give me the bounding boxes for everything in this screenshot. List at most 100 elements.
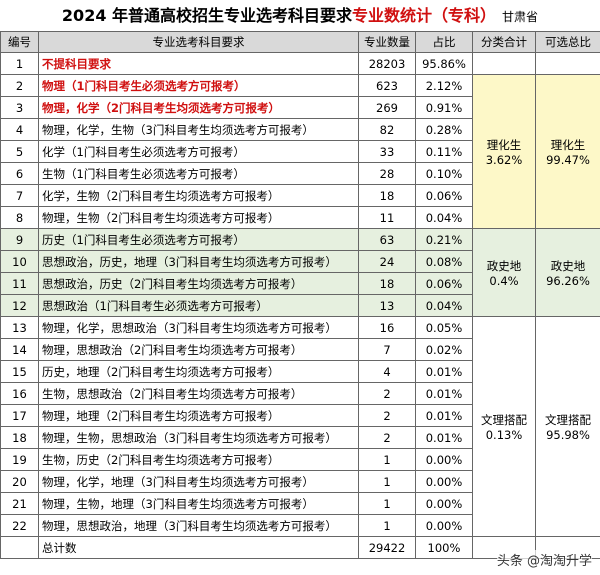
- watermark: 头条 @淘淘升学: [496, 550, 592, 569]
- percentage: 0.01%: [415, 426, 473, 449]
- group-subtotal-value: 3.62%: [485, 152, 523, 167]
- requirement: 物理，思想政治（2门科目考生均须选考方可报考）: [38, 338, 359, 361]
- table-row: 18 物理，生物，思想政治（3门科目考生均须选考方可报考） 2 0.01%: [0, 426, 600, 449]
- column-header: 可选总比: [535, 31, 600, 53]
- count: 18: [358, 272, 416, 295]
- count: 28: [358, 162, 416, 185]
- table-row: 1 不提科目要求 28203 95.86%: [0, 52, 600, 75]
- table-row: 8 物理，生物（2门科目考生均须选考方可报考） 11 0.04%: [0, 206, 600, 229]
- group-name: 政史地: [486, 258, 522, 273]
- count: 2: [358, 382, 416, 405]
- table-row: 12 思想政治（1门科目考生必须选考方可报考） 13 0.04%: [0, 294, 600, 317]
- empty-cell: [535, 52, 600, 75]
- title: 2024 年普通高校招生专业选考科目要求: [61, 6, 353, 25]
- row-number: 9: [0, 228, 39, 251]
- total-count: 29422: [358, 536, 416, 559]
- group-overall-name: 理化生: [550, 137, 586, 152]
- group-overall-value: 96.26%: [546, 273, 590, 288]
- count: 4: [358, 360, 416, 383]
- requirement: 物理，思想政治，地理（3门科目考生均须选考方可报考）: [38, 514, 359, 537]
- requirement: 思想政治，历史，地理（3门科目考生均须选考方可报考）: [38, 250, 359, 273]
- column-header: 占比: [415, 31, 473, 53]
- requirement: 思想政治（1门科目考生必须选考方可报考）: [38, 294, 359, 317]
- percentage: 95.86%: [415, 52, 473, 75]
- group-name: 文理搭配: [481, 412, 527, 427]
- title-bar: 2024 年普通高校招生专业选考科目要求专业数统计（专科） 甘肃省: [0, 0, 600, 31]
- table-row: 21 物理，生物，地理（3门科目考生均须选考方可报考） 1 0.00%: [0, 492, 600, 515]
- title-highlight: 专业数统计（专科）: [352, 6, 497, 25]
- row-number: 13: [0, 316, 39, 339]
- column-header: 分类合计: [472, 31, 536, 53]
- row-number: 7: [0, 184, 39, 207]
- percentage: 0.08%: [415, 250, 473, 273]
- row-number: 1: [0, 52, 39, 75]
- row-number: 12: [0, 294, 39, 317]
- percentage: 0.04%: [415, 294, 473, 317]
- requirement: 生物（1门科目考生必须选考方可报考）: [38, 162, 359, 185]
- percentage: 0.10%: [415, 162, 473, 185]
- row-number: 17: [0, 404, 39, 427]
- row-number: 16: [0, 382, 39, 405]
- table-row: 15 历史，地理（2门科目考生均须选考方可报考） 4 0.01%: [0, 360, 600, 383]
- count: 2: [358, 404, 416, 427]
- table-row: 11 思想政治，历史（2门科目考生均须选考方可报考） 18 0.06%: [0, 272, 600, 295]
- requirement: 思想政治，历史（2门科目考生均须选考方可报考）: [38, 272, 359, 295]
- count: 1: [358, 448, 416, 471]
- group-overall-value: 95.98%: [546, 427, 590, 442]
- percentage: 0.06%: [415, 184, 473, 207]
- percentage: 0.01%: [415, 360, 473, 383]
- percentage: 0.06%: [415, 272, 473, 295]
- header-row: 编号 专业选考科目要求 专业数量 占比 分类合计 可选总比: [0, 31, 600, 53]
- row-number: 18: [0, 426, 39, 449]
- count: 1: [358, 492, 416, 515]
- empty-cell: [0, 536, 39, 559]
- requirement: 物理，化学，地理（3门科目考生均须选考方可报考）: [38, 470, 359, 493]
- row-number: 5: [0, 140, 39, 163]
- table-row: 7 化学，生物（2门科目考生均须选考方可报考） 18 0.06%: [0, 184, 600, 207]
- column-header: 专业选考科目要求: [38, 31, 359, 53]
- table-row: 20 物理，化学，地理（3门科目考生均须选考方可报考） 1 0.00%: [0, 470, 600, 493]
- percentage: 0.11%: [415, 140, 473, 163]
- group-subtotal: 政史地 0.4%: [472, 228, 536, 317]
- percentage: 0.04%: [415, 206, 473, 229]
- requirement: 物理，化学（2门科目考生均须选考方可报考）: [38, 96, 359, 119]
- count: 2: [358, 426, 416, 449]
- table-row: 2 物理（1门科目考生必须选考方可报考） 623 2.12% 理化生 3.62% 理化生 99…: [0, 74, 600, 229]
- count: 24: [358, 250, 416, 273]
- group-name: 理化生: [486, 137, 522, 152]
- count: 7: [358, 338, 416, 361]
- count: 63: [358, 228, 416, 251]
- row-number: 10: [0, 250, 39, 273]
- requirement: 化学，生物（2门科目考生均须选考方可报考）: [38, 184, 359, 207]
- count: 1: [358, 514, 416, 537]
- requirement: 物理，生物，地理（3门科目考生均须选考方可报考）: [38, 492, 359, 515]
- percentage: 0.01%: [415, 382, 473, 405]
- row-number: 11: [0, 272, 39, 295]
- count: 16: [358, 316, 416, 339]
- percentage: 0.91%: [415, 96, 473, 119]
- group-overall-value: 99.47%: [546, 152, 590, 167]
- province: 甘肃省: [502, 10, 539, 24]
- count: 269: [358, 96, 416, 119]
- percentage: 0.00%: [415, 514, 473, 537]
- requirement: 历史（1门科目考生必须选考方可报考）: [38, 228, 359, 251]
- requirement: 物理，化学，生物（3门科目考生均须选考方可报考）: [38, 118, 359, 141]
- requirement: 物理，化学，思想政治（3门科目考生均须选考方可报考）: [38, 316, 359, 339]
- group-overall-name: 政史地: [550, 258, 586, 273]
- percentage: 0.00%: [415, 492, 473, 515]
- row-number: 6: [0, 162, 39, 185]
- requirement: 物理，生物，思想政治（3门科目考生均须选考方可报考）: [38, 426, 359, 449]
- table-row: 22 物理，思想政治，地理（3门科目考生均须选考方可报考） 1 0.00%: [0, 514, 600, 537]
- count: 1: [358, 470, 416, 493]
- row-number: 14: [0, 338, 39, 361]
- group-overall-name: 文理搭配: [545, 412, 591, 427]
- requirement: 历史，地理（2门科目考生均须选考方可报考）: [38, 360, 359, 383]
- requirement: 不提科目要求: [38, 52, 359, 75]
- count: 18: [358, 184, 416, 207]
- row-number: 20: [0, 470, 39, 493]
- count: 13: [358, 294, 416, 317]
- table-row: 16 生物，思想政治（2门科目考生均须选考方可报考） 2 0.01%: [0, 382, 600, 405]
- group-subtotal-value: 0.4%: [489, 273, 519, 288]
- row-number: 21: [0, 492, 39, 515]
- row-number: 8: [0, 206, 39, 229]
